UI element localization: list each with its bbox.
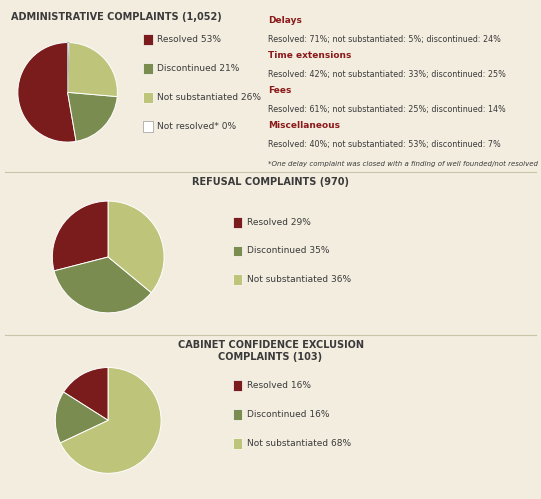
Wedge shape [108, 201, 164, 292]
Text: Not substantiated 68%: Not substantiated 68% [247, 439, 351, 448]
Text: *One delay complaint was closed with a finding of well founded/not resolved: *One delay complaint was closed with a f… [268, 161, 538, 167]
Wedge shape [54, 257, 151, 313]
Wedge shape [61, 367, 161, 473]
Wedge shape [18, 42, 76, 142]
Text: Time extensions: Time extensions [268, 51, 351, 60]
Text: Discontinued 16%: Discontinued 16% [247, 410, 329, 419]
Wedge shape [68, 42, 69, 92]
Text: Not resolved* 0%: Not resolved* 0% [157, 122, 236, 131]
Text: Resolved: 71%; not substantiated: 5%; discontinued: 24%: Resolved: 71%; not substantiated: 5%; di… [268, 35, 500, 44]
Text: Resolved 53%: Resolved 53% [157, 35, 221, 44]
Text: Resolved 16%: Resolved 16% [247, 381, 311, 390]
Wedge shape [52, 201, 108, 271]
Text: Miscellaneous: Miscellaneous [268, 121, 340, 130]
Text: Delays: Delays [268, 16, 302, 25]
Wedge shape [68, 42, 117, 97]
Text: REFUSAL COMPLAINTS (970): REFUSAL COMPLAINTS (970) [192, 177, 349, 187]
Text: Discontinued 21%: Discontinued 21% [157, 64, 240, 73]
Text: Not substantiated 36%: Not substantiated 36% [247, 275, 351, 284]
Text: CABINET CONFIDENCE EXCLUSION
COMPLAINTS (103): CABINET CONFIDENCE EXCLUSION COMPLAINTS … [177, 340, 364, 362]
Text: Discontinued 35%: Discontinued 35% [247, 247, 329, 255]
Text: ADMINISTRATIVE COMPLAINTS (1,052): ADMINISTRATIVE COMPLAINTS (1,052) [11, 12, 222, 22]
Text: Resolved 29%: Resolved 29% [247, 218, 311, 227]
Text: Fees: Fees [268, 86, 291, 95]
Wedge shape [55, 392, 108, 443]
Text: Not substantiated 26%: Not substantiated 26% [157, 93, 261, 102]
Text: Resolved: 61%; not substantiated: 25%; discontinued: 14%: Resolved: 61%; not substantiated: 25%; d… [268, 105, 505, 114]
Wedge shape [63, 367, 108, 420]
Wedge shape [68, 92, 117, 141]
Text: Resolved: 40%; not substantiated: 53%; discontinued: 7%: Resolved: 40%; not substantiated: 53%; d… [268, 140, 500, 149]
Text: Resolved: 42%; not substantiated: 33%; discontinued: 25%: Resolved: 42%; not substantiated: 33%; d… [268, 70, 506, 79]
